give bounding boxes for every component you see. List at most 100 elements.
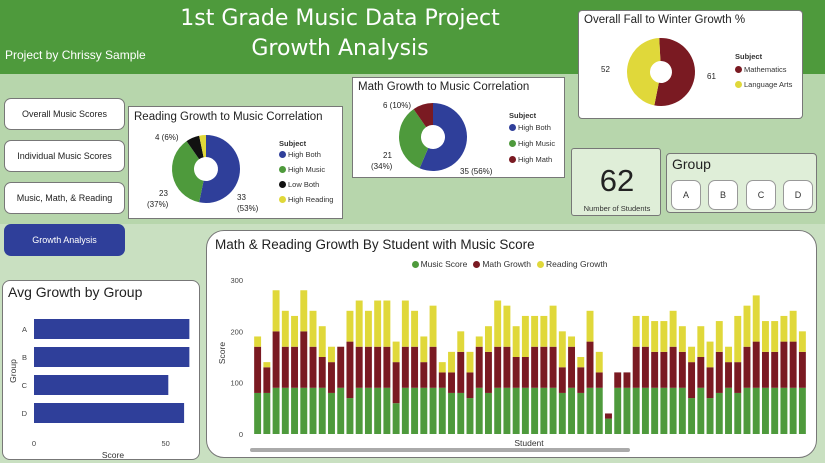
legend-dot-icon <box>735 81 742 88</box>
stack-bar-math-growth <box>438 372 446 388</box>
stack-bar-music-score <box>540 387 548 434</box>
stack-bar-music-score <box>291 387 299 434</box>
stack-bar-math-growth <box>605 413 612 419</box>
stack-bar-reading-growth <box>448 351 455 373</box>
stack-bar-reading-growth <box>586 310 594 342</box>
reading-legend-high-reading: High Reading <box>279 195 333 204</box>
stack-bar-math-growth <box>263 367 271 393</box>
stack-bar-math-growth <box>577 367 585 393</box>
stack-bar-reading-growth <box>725 346 732 363</box>
stack-bar-reading-growth <box>752 295 760 342</box>
overall-donut-chart: 52 61 <box>601 38 716 106</box>
avg-y-axis-title: Group <box>8 359 18 383</box>
legend-dot-icon <box>735 66 742 73</box>
stack-bar-music-score <box>337 387 345 434</box>
stack-bar-math-growth <box>484 351 492 393</box>
student-growth-stacked-chart: 0 100 200 300 Student Score <box>217 276 806 448</box>
avg-bar-c <box>34 375 169 395</box>
stack-bar-math-growth <box>318 357 326 388</box>
stack-bar-reading-growth <box>457 331 465 352</box>
math-card-title: Math Growth to Music Correlation <box>358 81 530 93</box>
stack-bar-music-score <box>789 387 797 434</box>
stack-bar-math-growth <box>660 351 668 388</box>
stack-bar-math-growth <box>300 331 308 388</box>
stack-bar-math-growth <box>743 346 751 388</box>
stack-y-axis-title: Score <box>217 342 227 364</box>
reading-label-high-both-count: 33 <box>237 193 246 202</box>
stack-bar-music-score <box>328 392 335 434</box>
stack-bar-reading-growth <box>558 331 566 368</box>
stack-bar-reading-growth <box>254 336 262 347</box>
group-button-b[interactable]: B <box>708 180 738 210</box>
horizontal-scrollbar[interactable] <box>250 448 630 452</box>
avg-category-label: C <box>22 381 28 390</box>
stack-y-tick-label: 200 <box>230 327 243 336</box>
stack-bar-music-score <box>558 392 566 434</box>
stack-bar-math-growth <box>364 346 372 388</box>
group-button-d[interactable]: D <box>783 180 813 210</box>
project-byline: Project by Chrissy Sample <box>5 48 146 62</box>
stack-bar-music-score <box>761 387 769 434</box>
stack-bar-reading-growth <box>438 362 446 373</box>
stack-bar-reading-growth <box>521 315 529 357</box>
math-legend-high-math: High Math <box>509 155 552 164</box>
legend-dot-icon <box>279 196 286 203</box>
stack-bar-math-growth <box>780 341 788 388</box>
math-legend-title: Subject <box>509 111 537 120</box>
stack-bar-reading-growth <box>734 315 742 363</box>
math-slice-high-music <box>399 109 429 169</box>
avg-x-tick-label: 50 <box>161 439 169 448</box>
stack-bar-music-score <box>595 387 603 434</box>
nav-music-math-reading[interactable]: Music, Math, & Reading <box>4 182 125 214</box>
overall-slice-language-arts <box>627 38 661 106</box>
reading-legend-title: Subject <box>279 139 307 148</box>
stack-bar-reading-growth <box>771 321 779 352</box>
reading-slice-low-both <box>186 135 204 160</box>
stack-bar-music-score <box>577 392 585 434</box>
stack-bar-music-score <box>346 398 354 434</box>
student-count: 62 <box>599 163 635 198</box>
stack-bar-math-growth <box>503 346 511 388</box>
avg-growth-card: Avg Growth by Group A B C D 0 50 Score Group <box>2 280 200 460</box>
reading-legend-low-both: Low Both <box>279 180 319 189</box>
stack-bar-math-growth <box>651 351 659 388</box>
stack-bar-reading-growth <box>651 321 659 352</box>
nav-growth-analysis[interactable]: Growth Analysis <box>4 224 125 256</box>
stack-bar-music-score <box>272 387 280 434</box>
stack-bar-reading-growth <box>540 315 548 347</box>
stack-bar-reading-growth <box>669 310 677 347</box>
overall-card-title: Overall Fall to Winter Growth % <box>584 14 746 26</box>
stack-bar-math-growth <box>531 346 539 388</box>
stack-bar-math-growth <box>706 367 714 399</box>
stack-bar-reading-growth <box>346 310 354 342</box>
stack-y-tick-label: 0 <box>239 430 243 439</box>
stack-bar-music-score <box>614 387 622 434</box>
stack-bar-math-growth <box>355 346 363 388</box>
avg-category-label: D <box>22 409 28 418</box>
stack-bar-music-score <box>364 387 372 434</box>
stack-bar-music-score <box>512 387 520 434</box>
stack-bar-math-growth <box>337 346 345 388</box>
stack-bar-math-growth <box>429 346 437 388</box>
stack-bar-reading-growth <box>798 331 806 352</box>
math-slice-high-both <box>419 103 467 171</box>
stack-bar-music-score <box>715 392 723 434</box>
nav-individual-music-scores[interactable]: Individual Music Scores <box>4 140 125 172</box>
stack-bar-reading-growth <box>568 336 576 347</box>
reading-legend-high-both: High Both <box>279 150 321 159</box>
stack-bar-reading-growth <box>364 310 372 347</box>
legend-dot-icon <box>509 156 516 163</box>
nav-overall-music-scores[interactable]: Overall Music Scores <box>4 98 125 130</box>
stack-bar-math-growth <box>789 341 797 388</box>
reading-slice-high-reading <box>199 135 206 158</box>
stack-bar-music-score <box>521 387 529 434</box>
stack-bar-reading-growth <box>706 341 714 368</box>
stack-bar-music-score <box>743 387 751 434</box>
stack-bar-music-score <box>494 387 502 434</box>
group-button-c[interactable]: C <box>746 180 776 210</box>
group-button-a[interactable]: A <box>671 180 701 210</box>
stack-bar-music-score <box>688 398 696 434</box>
stack-bar-math-growth <box>383 346 391 388</box>
math-slice-high-math <box>413 103 433 128</box>
stack-bar-reading-growth <box>641 315 649 347</box>
